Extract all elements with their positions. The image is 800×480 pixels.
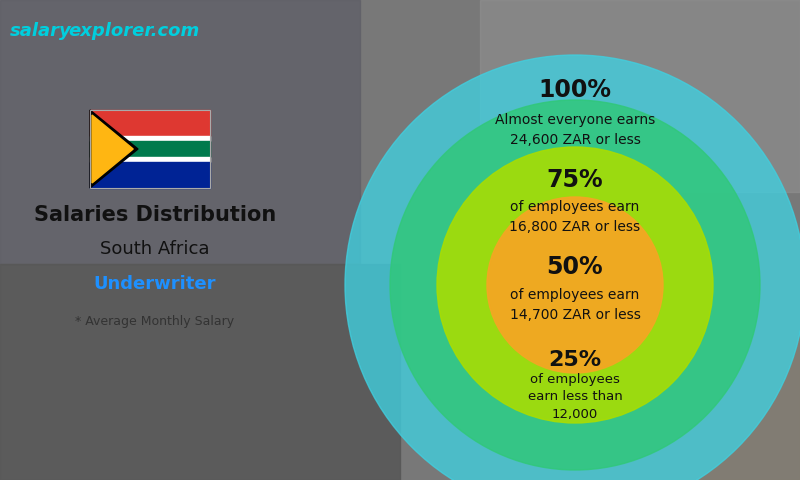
Text: Almost everyone earns
24,600 ZAR or less: Almost everyone earns 24,600 ZAR or less — [495, 113, 655, 147]
Bar — [480, 0, 800, 192]
Text: 25%: 25% — [549, 350, 602, 370]
Text: salary: salary — [10, 22, 72, 40]
Text: South Africa: South Africa — [100, 240, 210, 258]
Circle shape — [345, 55, 800, 480]
Bar — [90, 110, 210, 136]
Polygon shape — [90, 110, 138, 188]
Bar — [90, 162, 210, 188]
Bar — [90, 136, 210, 141]
Bar — [90, 141, 210, 157]
Text: Underwriter: Underwriter — [94, 275, 216, 293]
Text: explorer.com: explorer.com — [68, 22, 199, 40]
Bar — [90, 157, 210, 162]
Circle shape — [487, 197, 663, 373]
Text: of employees
earn less than
12,000: of employees earn less than 12,000 — [528, 373, 622, 421]
Circle shape — [437, 147, 713, 423]
Text: * Average Monthly Salary: * Average Monthly Salary — [75, 315, 234, 328]
Bar — [0, 0, 360, 264]
Bar — [0, 264, 400, 480]
Text: 100%: 100% — [538, 78, 611, 102]
Circle shape — [390, 100, 760, 470]
Polygon shape — [92, 115, 133, 183]
Text: Salaries Distribution: Salaries Distribution — [34, 205, 276, 225]
Text: of employees earn
14,700 ZAR or less: of employees earn 14,700 ZAR or less — [510, 288, 641, 322]
Text: 50%: 50% — [546, 255, 603, 279]
Text: of employees earn
16,800 ZAR or less: of employees earn 16,800 ZAR or less — [510, 200, 641, 234]
Bar — [90, 110, 210, 188]
Text: 75%: 75% — [546, 168, 603, 192]
Bar — [480, 240, 800, 480]
